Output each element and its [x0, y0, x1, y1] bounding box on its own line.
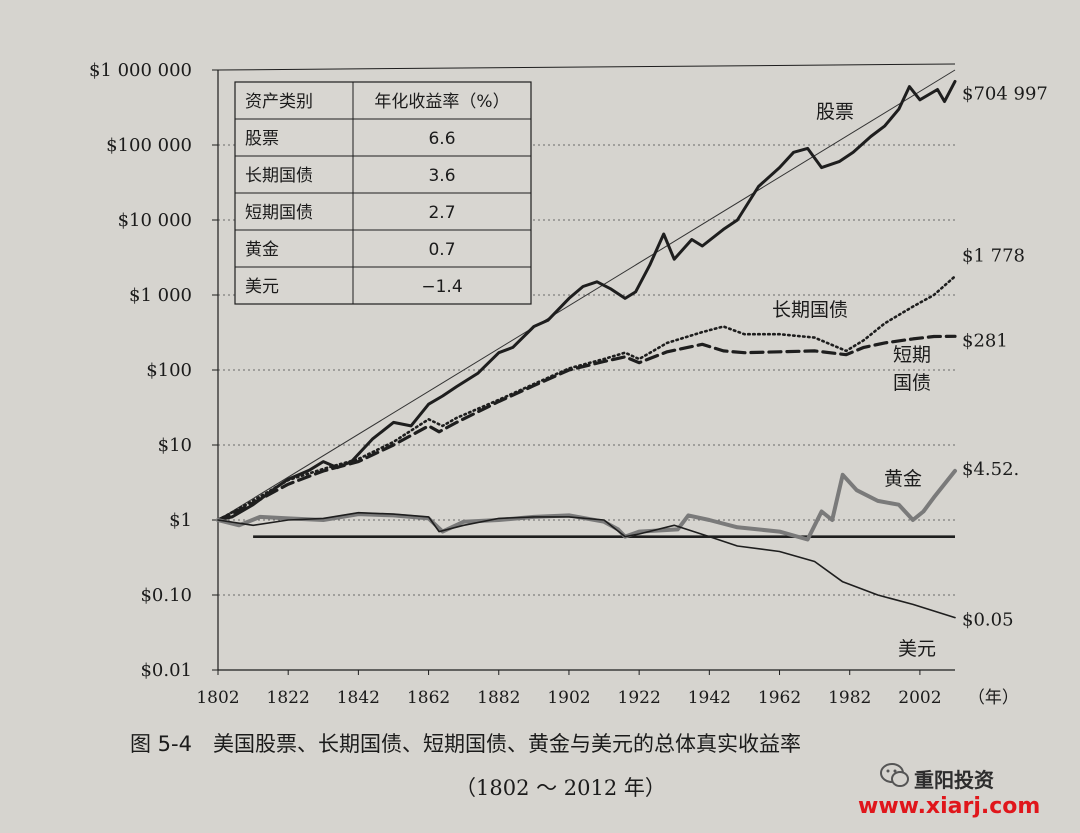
table-header-return: 年化收益率（%）: [374, 92, 509, 112]
reference-lines: [217, 69, 956, 538]
y-tick-label: $1 000 000: [89, 60, 192, 81]
series-name-label: 美元: [898, 638, 936, 660]
series-end-label: $0.05: [962, 610, 1014, 631]
table-cell-asset: 长期国债: [245, 166, 313, 186]
x-tick-label: 1962: [758, 688, 801, 708]
series-line-3: [216, 334, 957, 522]
returns-chart: $1 000 000 $100 000 $10 000 $1 000 $100 $10 $1…: [89, 60, 1048, 708]
x-tick-label: 1982: [828, 688, 871, 708]
figure-subcaption: （1802 ～ 2012 年）: [455, 776, 666, 800]
y-tick-label: $10: [158, 435, 192, 456]
series-name-label: 国债: [893, 372, 931, 394]
x-tick-label: 1922: [618, 688, 661, 708]
y-tick-label: $100 000: [106, 135, 192, 156]
y-tick-label: $0.01: [140, 660, 192, 681]
x-axis-ticks: 1802 1822 1842 1862 1882 1902 1922 1942 1962 1982…: [196, 670, 1019, 708]
chart-series: [216, 79, 957, 619]
series-end-label: $4.52.: [962, 459, 1019, 480]
table-cell-return: 2.7: [428, 203, 455, 223]
y-tick-label: $10 000: [118, 210, 192, 231]
x-tick-label: 1942: [688, 688, 731, 708]
series-line-5: [217, 511, 956, 619]
trend-line: [217, 69, 956, 521]
series-end-label: $281: [962, 330, 1008, 351]
y-axis-ticks: $1 000 000 $100 000 $10 000 $1 000 $100 $10 $1…: [89, 60, 218, 681]
table-cell-return: 3.6: [428, 166, 455, 186]
series-line-4: [216, 468, 957, 542]
x-tick-label: 1862: [407, 688, 450, 708]
returns-table: 资产类别 年化收益率（%） 股票 6.6 长期国债 3.6 短期国债 2.7 黄金 0.7 美元 −1…: [234, 81, 532, 305]
table-cell-return: −1.4: [421, 277, 462, 297]
wechat-icon: [880, 763, 909, 787]
x-axis-unit: （年）: [968, 688, 1019, 708]
x-tick-label: 1882: [477, 688, 520, 708]
x-tick-label: 1802: [196, 688, 239, 708]
table-header-asset: 资产类别: [245, 92, 313, 112]
table-cell-return: 6.6: [428, 129, 455, 149]
x-tick-label: 1822: [267, 688, 310, 708]
series-line-2: [216, 275, 957, 522]
y-tick-label: $1 000: [129, 285, 192, 306]
y-tick-label: $0.10: [140, 585, 192, 606]
watermark-url: www.xiarj.com: [858, 794, 1041, 819]
table-cell-return: 0.7: [428, 240, 455, 260]
x-tick-label: 1902: [547, 688, 590, 708]
table-cell-asset: 短期国债: [245, 203, 313, 223]
watermark-name: 重阳投资: [914, 768, 994, 792]
y-tick-label: $100: [146, 360, 192, 381]
table-cell-asset: 股票: [245, 129, 279, 149]
x-tick-label: 2002: [898, 688, 941, 708]
series-name-label: 长期国债: [772, 299, 848, 321]
series-end-labels: $704 997 $1 778 $281 $4.52. $0.05: [962, 83, 1048, 630]
x-tick-label: 1842: [337, 688, 380, 708]
series-name-label: 黄金: [884, 468, 922, 490]
watermark: 重阳投资 www.xiarj.com: [858, 760, 1070, 824]
table-cell-asset: 美元: [245, 277, 279, 297]
series-end-label: $1 778: [962, 245, 1025, 266]
series-name-label: 短期: [893, 344, 931, 366]
figure-caption: 图 5-4 美国股票、长期国债、短期国债、黄金与美元的总体真实收益率: [130, 732, 801, 756]
y-tick-label: $1: [169, 510, 192, 531]
table-cell-asset: 黄金: [245, 240, 279, 260]
top-frame-line: [217, 63, 956, 71]
series-end-label: $704 997: [962, 83, 1048, 104]
series-name-label: 股票: [816, 101, 854, 123]
